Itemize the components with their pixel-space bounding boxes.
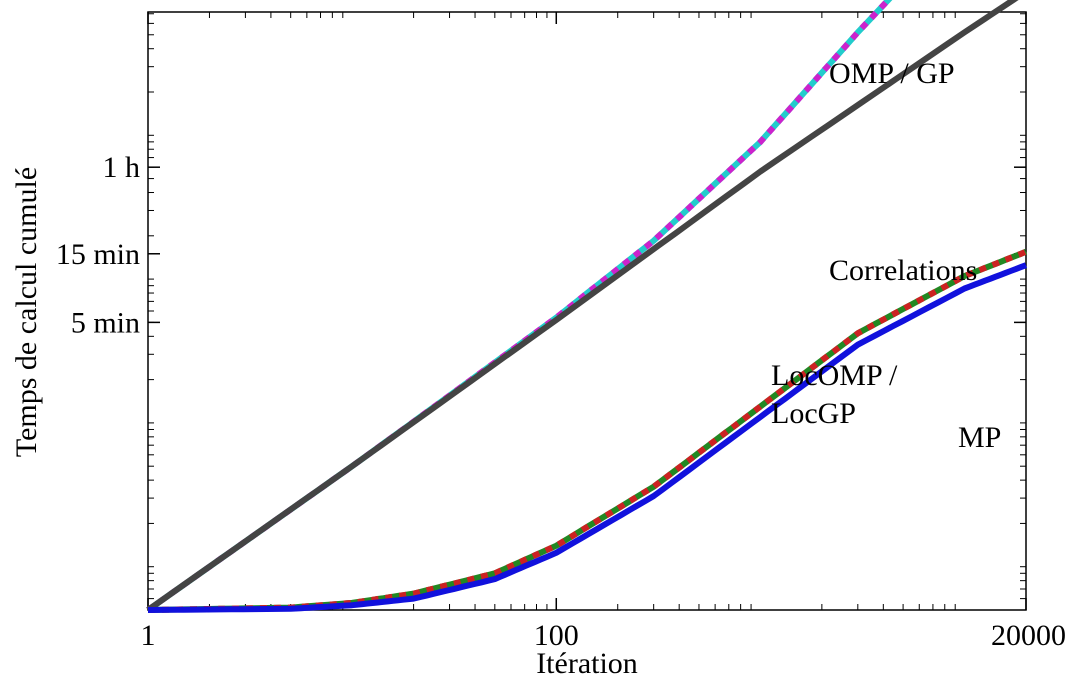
x-tick-label: 100 — [534, 619, 579, 652]
annotation-mp: MP — [958, 421, 1001, 454]
series-line-locomp-locgp — [147, 248, 1028, 613]
annotation-correlations: Correlations — [829, 254, 977, 287]
x-axis-label: Itération — [536, 647, 638, 677]
annotation-locomp: LocOMP / — [771, 359, 898, 392]
series-line-mp — [147, 262, 1028, 613]
y-tick-label: 5 min — [71, 306, 140, 339]
major-ticks — [147, 12, 1027, 610]
x-tick-label: 20000 — [991, 619, 1066, 652]
annotation-locgp: LocGP — [771, 397, 856, 430]
series-line-locomp-locgp-dash — [147, 248, 1028, 613]
x-tick-label: 1 — [141, 619, 156, 652]
x-tick-labels: 1 100 20000 — [141, 619, 1067, 652]
series-line-correlations — [146, 0, 1019, 613]
y-tick-label: 1 h — [103, 151, 141, 184]
y-tick-label: 15 min — [56, 238, 140, 271]
annotation-omp-gp: OMP / GP — [829, 57, 955, 90]
series-layer — [146, 0, 1028, 613]
y-axis-label: Temps de calcul cumulé — [10, 167, 43, 457]
